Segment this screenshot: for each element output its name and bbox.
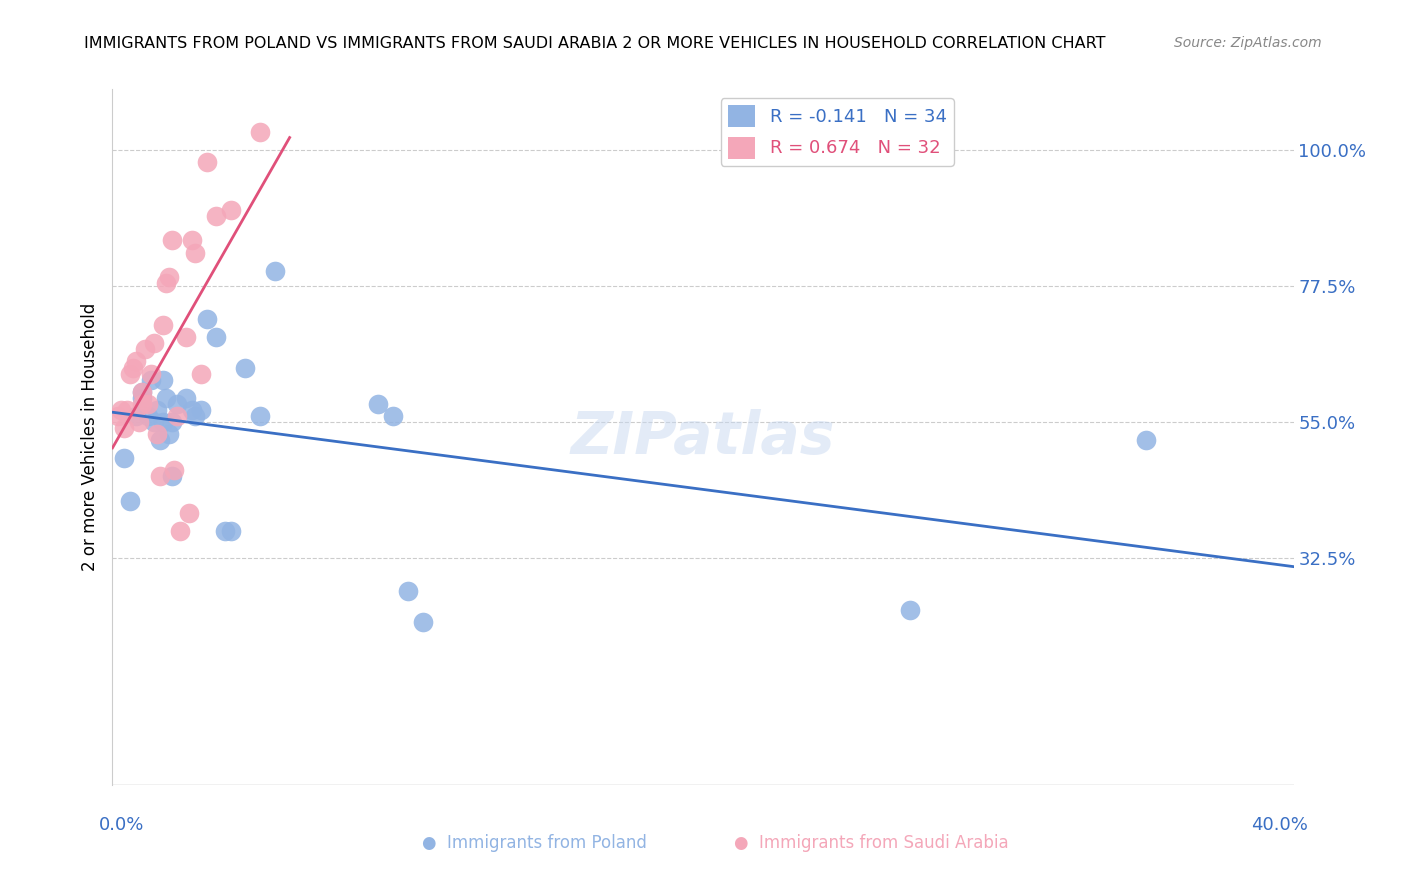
Point [120, 367, 142, 381]
Point [382, 409, 405, 423]
Point [174, 391, 197, 405]
Point [205, 330, 228, 344]
Point [155, 276, 177, 290]
Point [125, 354, 148, 368]
Point [157, 427, 180, 442]
Point [205, 209, 228, 223]
Text: IMMIGRANTS FROM POLAND VS IMMIGRANTS FROM SAUDI ARABIA 2 OR MORE VEHICLES IN HOU: IMMIGRANTS FROM POLAND VS IMMIGRANTS FRO… [84, 36, 1107, 51]
Text: Source: ZipAtlas.com: Source: ZipAtlas.com [1174, 36, 1322, 50]
Point [136, 397, 159, 411]
Point [134, 343, 156, 357]
Point [160, 234, 183, 248]
Point [112, 451, 135, 466]
Point [898, 602, 921, 616]
Point [155, 391, 177, 405]
Point [219, 203, 242, 218]
Point [117, 402, 138, 417]
Point [181, 234, 204, 248]
Point [166, 397, 188, 411]
Point [214, 524, 236, 538]
Point [152, 318, 174, 333]
Point [112, 421, 135, 435]
Point [195, 312, 218, 326]
Point [163, 463, 186, 477]
Point [160, 415, 183, 429]
Point [264, 263, 287, 277]
Point [367, 397, 389, 411]
Text: 0.0%: 0.0% [98, 816, 143, 834]
Point [190, 402, 212, 417]
Point [152, 373, 174, 387]
Point [160, 469, 183, 483]
Text: ●  Immigrants from Poland: ● Immigrants from Poland [422, 834, 647, 852]
Point [249, 124, 271, 138]
Point [146, 402, 169, 417]
Point [131, 397, 153, 411]
Text: ZIPatlas: ZIPatlas [571, 409, 835, 466]
Point [396, 584, 419, 599]
Point [195, 154, 218, 169]
Point [136, 409, 159, 423]
Point [131, 391, 153, 405]
Point [107, 409, 129, 423]
Point [152, 415, 174, 429]
Point [139, 367, 162, 381]
Point [128, 415, 150, 429]
Point [184, 245, 207, 260]
Point [131, 384, 153, 399]
Point [249, 409, 271, 423]
Point [142, 415, 165, 429]
Point [179, 506, 201, 520]
Text: ●  Immigrants from Saudi Arabia: ● Immigrants from Saudi Arabia [734, 834, 1010, 852]
Point [122, 360, 145, 375]
Point [174, 330, 197, 344]
Point [190, 367, 212, 381]
Point [233, 360, 256, 375]
Point [120, 493, 142, 508]
Point [157, 269, 180, 284]
Point [149, 469, 172, 483]
Y-axis label: 2 or more Vehicles in Household: 2 or more Vehicles in Household [80, 303, 98, 571]
Point [411, 615, 433, 629]
Point [110, 402, 132, 417]
Text: 40.0%: 40.0% [1251, 816, 1308, 834]
Point [139, 373, 162, 387]
Point [146, 427, 169, 442]
Legend: R = -0.141   N = 34, R = 0.674   N = 32: R = -0.141 N = 34, R = 0.674 N = 32 [721, 98, 953, 166]
Point [149, 433, 172, 447]
Point [219, 524, 242, 538]
Point [125, 409, 148, 423]
Point [169, 524, 191, 538]
Point [142, 336, 165, 351]
Point [131, 384, 153, 399]
Point [1135, 433, 1157, 447]
Point [181, 402, 204, 417]
Point [184, 409, 207, 423]
Point [166, 409, 188, 423]
